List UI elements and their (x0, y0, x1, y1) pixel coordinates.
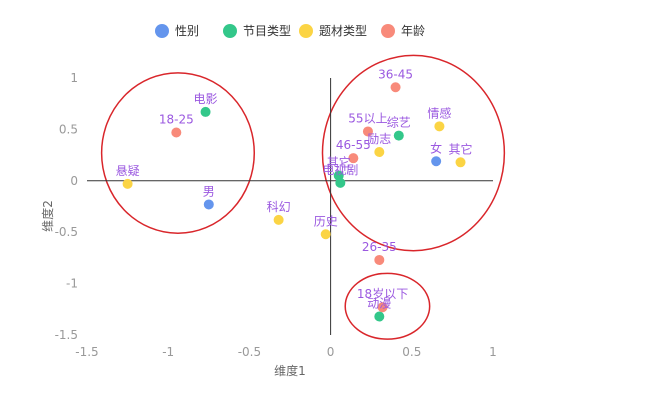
x-tick-label: -1 (162, 345, 174, 359)
x-tick-label: -0.5 (238, 345, 261, 359)
x-axis-title: 维度1 (274, 363, 306, 378)
y-axis-title: 维度2 (40, 200, 55, 232)
x-tick-label: 0.5 (402, 345, 421, 359)
y-tick-label: 0.5 (59, 122, 78, 136)
legend-label: 节目类型 (243, 24, 291, 38)
y-tick-label: -1 (66, 277, 78, 291)
data-label: 18岁以下 (357, 286, 408, 301)
data-point (320, 229, 331, 240)
annotation-ellipse (321, 54, 506, 252)
data-point (200, 106, 211, 117)
data-label: 36-45 (378, 67, 413, 81)
data-label: 女 (430, 140, 442, 155)
data-point (374, 311, 385, 322)
data-label: 科幻 (267, 200, 291, 214)
legend-swatch (155, 24, 169, 38)
data-label: 55以上 (348, 111, 387, 125)
data-label: 电视剧 (322, 162, 358, 177)
data-label: 电影 (194, 92, 218, 106)
data-label: 情感 (427, 105, 451, 120)
annotation-ellipse (100, 72, 256, 234)
data-label: 历史 (314, 214, 338, 228)
data-point (171, 127, 182, 138)
data-label: 悬疑 (116, 163, 140, 178)
data-point (203, 199, 214, 210)
data-point (390, 82, 401, 93)
data-label: 综艺 (387, 116, 411, 130)
data-labels: 男女电影综艺其它电视剧动漫悬疑科幻历史励志情感其它18-2536-4555以上4… (116, 67, 473, 310)
annotation-ellipses (100, 54, 506, 340)
legend-label: 年龄 (401, 24, 425, 38)
data-point (273, 214, 284, 225)
data-point (393, 130, 404, 141)
y-tick-label: 1 (70, 71, 78, 85)
data-label: 26-35 (362, 240, 397, 254)
data-point (374, 147, 385, 158)
data-point (377, 302, 388, 313)
x-tick-label: 0 (327, 345, 335, 359)
data-label: 动漫 (367, 296, 391, 310)
x-tick-label: 1 (489, 345, 497, 359)
legend: 性别 节目类型 题材类型 年龄 (155, 24, 425, 38)
x-tick-label: -1.5 (75, 345, 98, 359)
data-point (122, 178, 133, 189)
data-point (434, 121, 445, 132)
data-point (455, 157, 466, 168)
data-point (374, 254, 385, 265)
data-label: 励志 (367, 132, 391, 146)
legend-label: 题材类型 (319, 24, 367, 38)
data-label: 其它 (449, 141, 473, 156)
annotation-ellipse (344, 272, 431, 340)
data-label: 18-25 (159, 112, 194, 126)
legend-swatch (381, 24, 395, 38)
legend-swatch (223, 24, 237, 38)
y-tick-label: 0 (70, 174, 78, 188)
legend-swatch (299, 24, 313, 38)
y-tick-label: -1.5 (55, 328, 78, 342)
data-label: 46-55 (336, 138, 371, 152)
y-tick-label: -0.5 (55, 225, 78, 239)
data-points (122, 82, 466, 322)
legend-label: 性别 (175, 24, 199, 38)
data-point (362, 126, 373, 137)
data-label: 男 (203, 184, 215, 198)
data-point (431, 156, 442, 167)
data-point (335, 177, 346, 188)
axes: -1.5 -1 -0.5 0 0.5 1 1 0.5 0 -0.5 -1 -1.5 (55, 71, 497, 359)
data-label: 其它 (327, 155, 351, 170)
data-point (348, 153, 359, 164)
